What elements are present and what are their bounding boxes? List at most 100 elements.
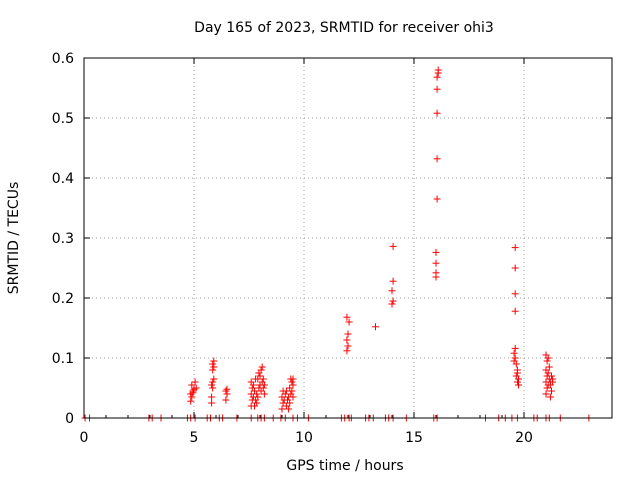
data-point [511, 244, 519, 252]
data-point [208, 381, 216, 389]
data-point [187, 390, 195, 398]
data-point [543, 384, 551, 392]
y-tick-label: 0.1 [52, 351, 74, 367]
data-point [345, 318, 353, 326]
data-point [548, 372, 555, 380]
data-point [549, 378, 557, 386]
data-point [288, 378, 296, 386]
data-point [187, 397, 195, 405]
data-point [247, 378, 255, 386]
data-point [515, 375, 522, 383]
data-point [511, 264, 519, 272]
data-point [513, 378, 521, 386]
data-point [188, 381, 196, 389]
y-tick-label: 0.3 [52, 231, 74, 247]
data-point [388, 300, 396, 308]
plot-frame [83, 57, 613, 419]
grid-lines [84, 58, 612, 418]
data-point [343, 347, 351, 355]
data-point [285, 405, 293, 413]
chart-title: Day 165 of 2023, SRMTID for receiver ohi… [194, 20, 494, 36]
x-tick-label: 5 [190, 430, 199, 446]
x-tick-labels: 0 5 10 15 20 [80, 430, 533, 446]
data-point [286, 399, 294, 407]
data-point [511, 354, 519, 362]
data-point [257, 387, 265, 395]
data-point [372, 323, 379, 331]
y-tick-label: 0.4 [52, 171, 74, 187]
data-point [222, 396, 230, 404]
x-tick-label: 0 [80, 430, 89, 446]
data-point [389, 297, 397, 305]
data-point [209, 360, 217, 368]
data-point [192, 384, 200, 392]
data-point [433, 195, 441, 203]
data-point [542, 366, 550, 374]
data-point [210, 375, 218, 383]
data-point [286, 384, 294, 392]
data-point [256, 372, 264, 380]
data-point [248, 384, 256, 392]
x-tick-label: 20 [515, 430, 533, 446]
data-point [253, 390, 261, 398]
y-axis-label: SRMTID / TECUs [6, 182, 22, 295]
data-point [515, 381, 522, 389]
data-point [259, 375, 267, 383]
data-point [545, 363, 553, 371]
data-point [279, 399, 287, 407]
data-point [433, 73, 441, 81]
data-point [511, 344, 519, 352]
data-point [432, 248, 440, 256]
data-point [543, 357, 551, 365]
data-point [258, 363, 266, 371]
data-point [433, 155, 441, 163]
data-point [252, 396, 260, 404]
data-point [260, 381, 268, 389]
data-point [210, 357, 218, 365]
data-point [344, 342, 352, 350]
data-point [511, 290, 519, 298]
data-point [289, 381, 297, 389]
data-point [434, 66, 442, 74]
data-point [208, 399, 216, 407]
data-point [191, 378, 199, 386]
data-point [546, 393, 554, 401]
data-point [209, 384, 217, 392]
data-point [389, 277, 397, 285]
data-point [343, 313, 351, 321]
data-point [287, 375, 295, 383]
data-point [512, 360, 520, 368]
data-point [208, 393, 216, 401]
data-point [388, 287, 396, 295]
data-point [289, 393, 297, 401]
data-point [257, 366, 265, 374]
y-tick-label: 0.6 [52, 51, 74, 67]
data-point [282, 387, 290, 395]
data-point [222, 387, 230, 395]
data-point [188, 393, 196, 401]
x-tick-label: 10 [295, 430, 313, 446]
data-point [209, 378, 217, 386]
data-point [542, 351, 550, 359]
data-point [209, 366, 217, 374]
data-point [511, 307, 519, 315]
x-tick-label: 15 [405, 430, 423, 446]
data-point [432, 269, 440, 277]
data-point [344, 330, 352, 338]
data-point [251, 402, 258, 410]
data-point [223, 385, 231, 393]
data-point [260, 390, 268, 398]
y-tick-label: 0 [65, 411, 74, 427]
data-point [510, 349, 518, 357]
data-point [548, 387, 555, 395]
data-point [542, 390, 550, 398]
data-point [343, 336, 351, 344]
y-tick-label: 0.5 [52, 111, 74, 127]
data-point [433, 109, 441, 117]
y-tick-labels: 0 0.1 0.2 0.3 0.4 0.5 0.6 [52, 51, 74, 427]
x-axis-label: GPS time / hours [286, 458, 403, 474]
data-point [389, 242, 397, 250]
data-point [210, 363, 218, 371]
